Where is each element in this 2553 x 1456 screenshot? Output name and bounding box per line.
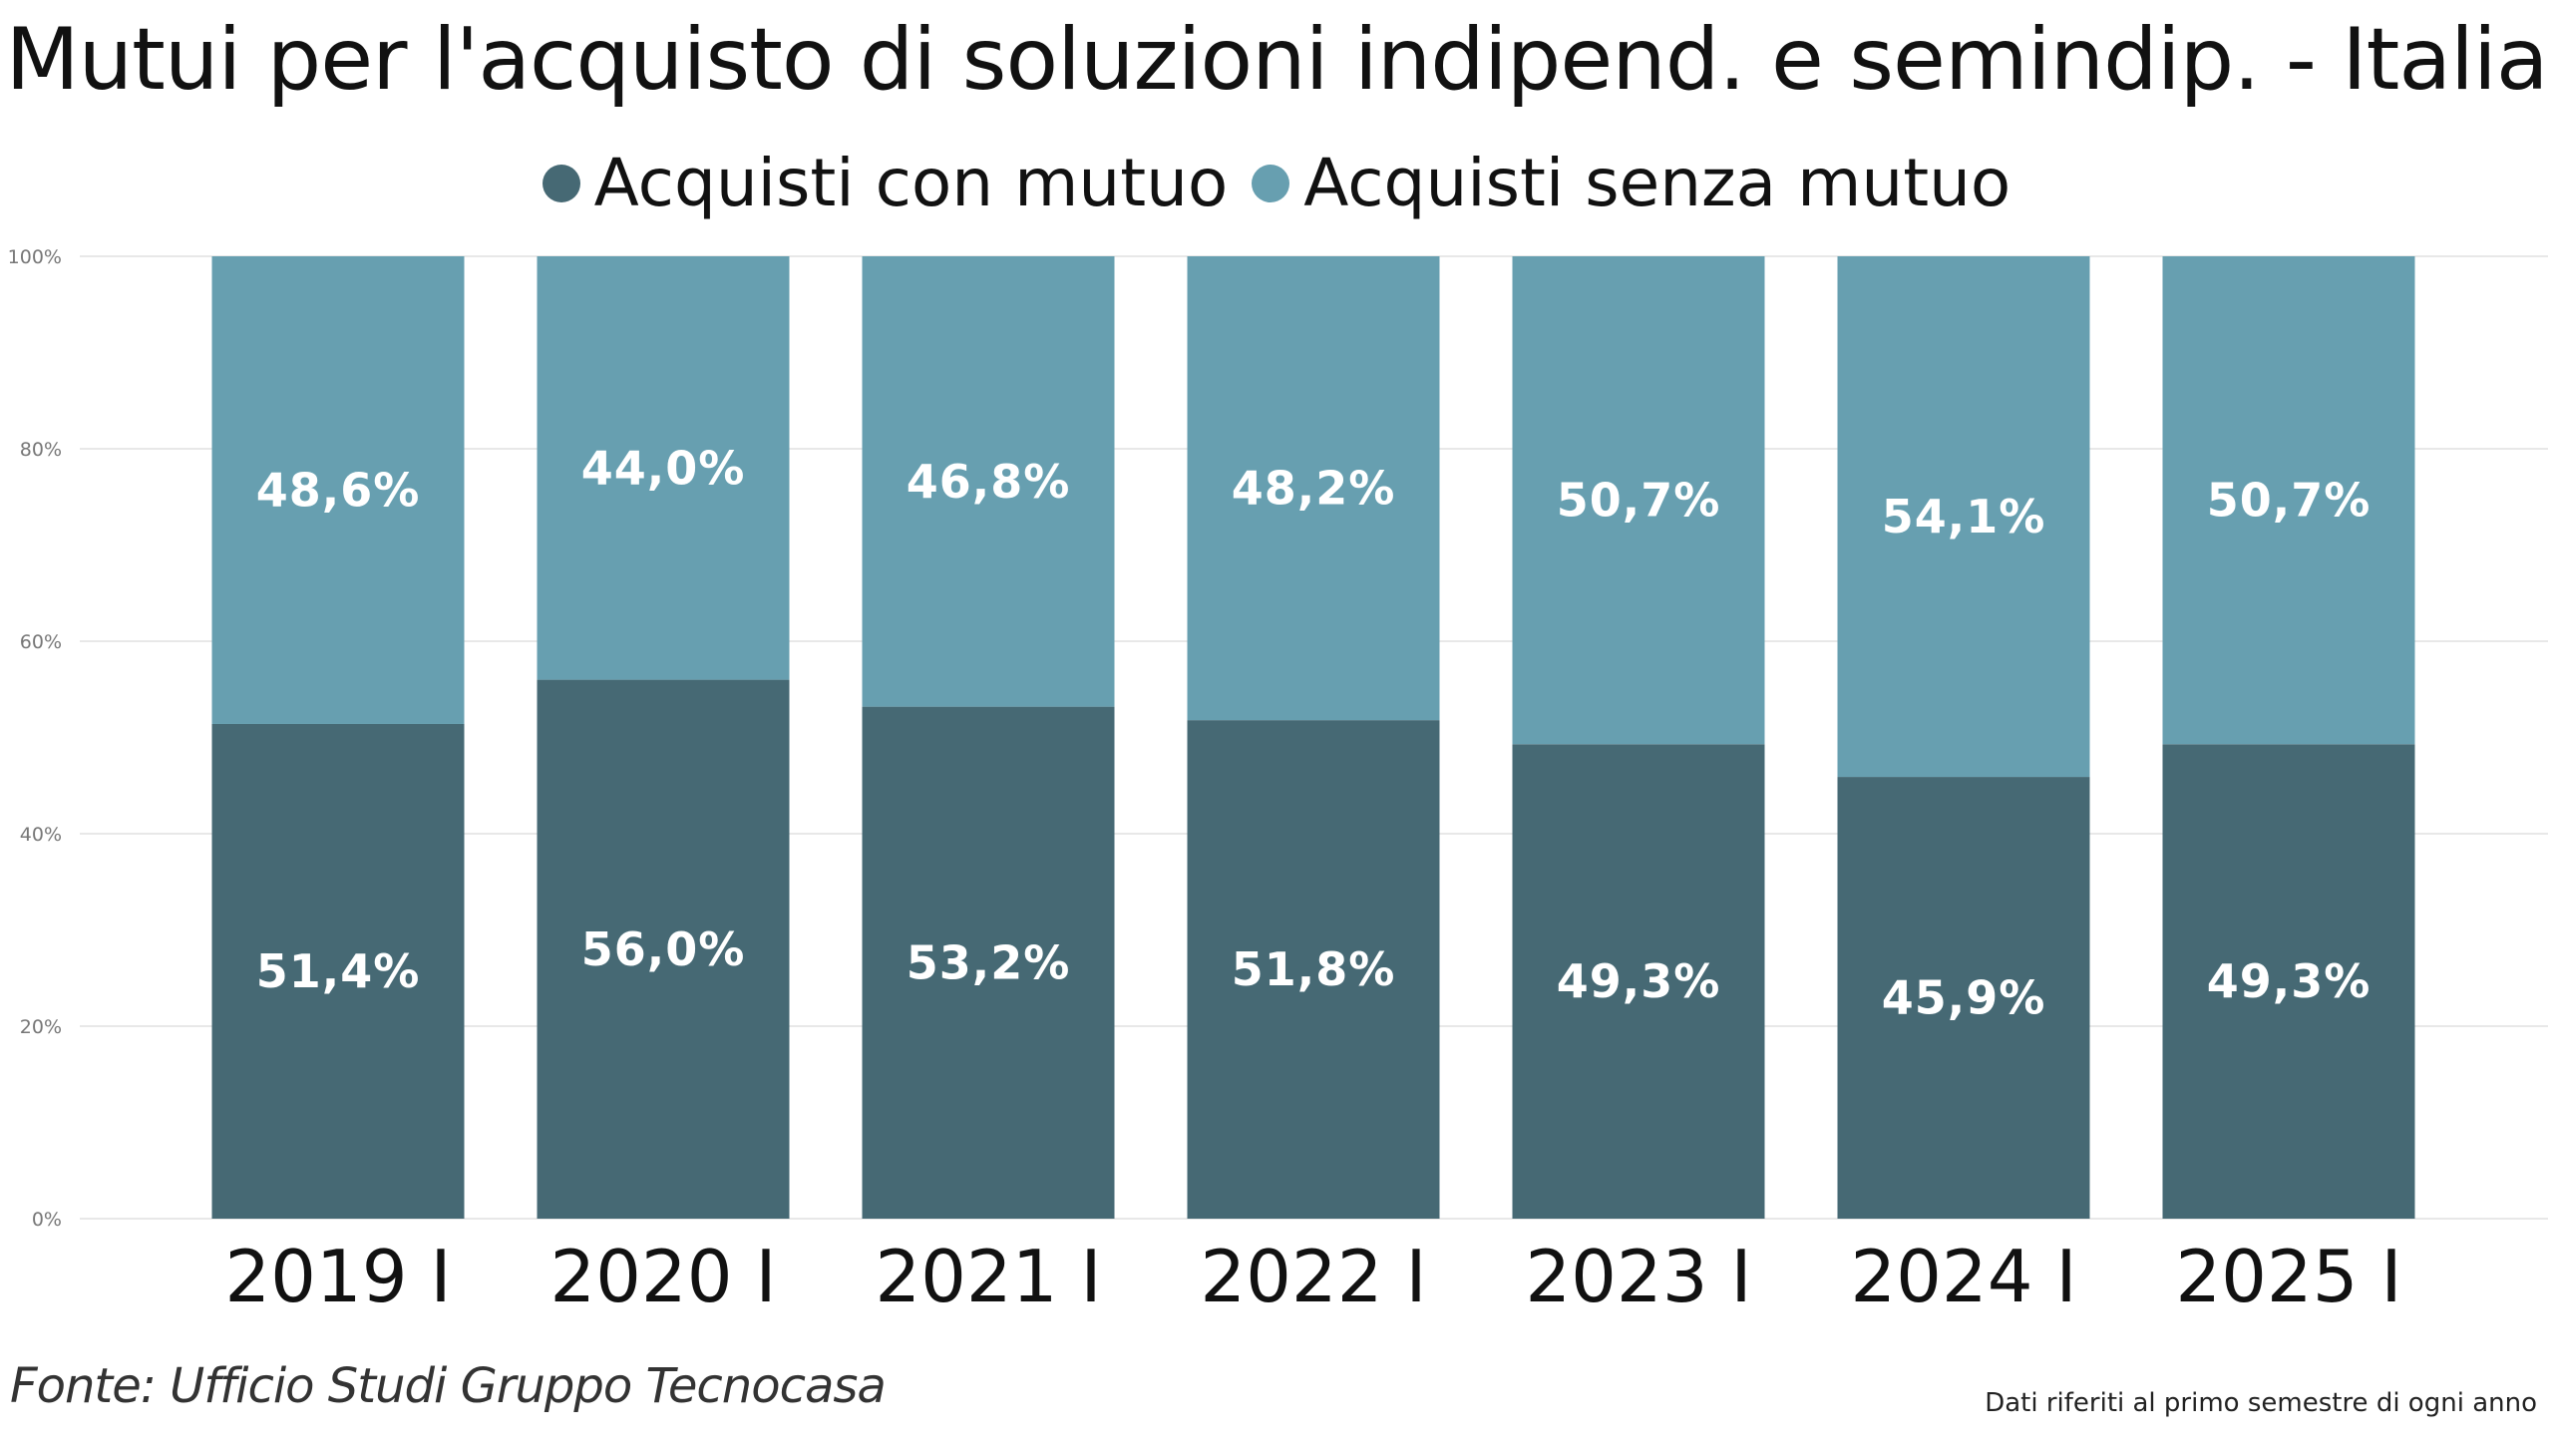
- source-note: Fonte: Ufficio Studi Gruppo Tecnocasa: [10, 1358, 887, 1414]
- data-label: 51,4%: [256, 944, 421, 998]
- bar-segment-senza-mutuo: [1187, 256, 1440, 721]
- legend: Acquisti con mutuo Acquisti senza mutuo: [0, 145, 2553, 221]
- y-tick-label: 100%: [8, 246, 62, 268]
- bar-segment-con-mutuo: [1837, 777, 2090, 1219]
- data-label: 49,3%: [1557, 954, 1721, 1008]
- bar-segment-con-mutuo: [211, 723, 465, 1219]
- data-label: 50,7%: [1557, 474, 1721, 528]
- data-label: 51,8%: [1232, 942, 1396, 996]
- y-tick-label: 60%: [20, 631, 62, 653]
- bar-segment-senza-mutuo: [211, 256, 465, 724]
- data-label: 53,2%: [907, 935, 1071, 989]
- data-label: 50,7%: [2207, 474, 2371, 528]
- data-label: 56,0%: [581, 922, 746, 976]
- bar-segment-con-mutuo: [537, 679, 790, 1219]
- data-label: 49,3%: [2207, 954, 2371, 1008]
- bar-segment-con-mutuo: [2162, 744, 2415, 1219]
- bar-segment-con-mutuo: [1187, 720, 1440, 1219]
- bar-segment-senza-mutuo: [537, 256, 790, 680]
- bar-segment-senza-mutuo: [862, 256, 1115, 707]
- legend-label: Acquisti con mutuo: [593, 145, 1229, 221]
- legend-item-con-mutuo[interactable]: Acquisti con mutuo: [542, 145, 1229, 221]
- x-tick-label: 2022 I: [1200, 1235, 1426, 1318]
- data-label: 48,6%: [256, 463, 421, 517]
- y-tick-label: 40%: [20, 824, 62, 846]
- legend-marker-icon: [542, 164, 580, 202]
- bar-segment-senza-mutuo: [2162, 256, 2415, 745]
- y-tick-label: 80%: [20, 439, 62, 461]
- data-label: 46,8%: [907, 455, 1071, 509]
- footnote: Dati riferiti al primo semestre di ogni …: [1985, 1388, 2537, 1418]
- legend-label: Acquisti senza mutuo: [1303, 145, 2011, 221]
- bar-segment-senza-mutuo: [1512, 256, 1765, 745]
- y-tick-label: 20%: [20, 1016, 62, 1038]
- legend-item-senza-mutuo[interactable]: Acquisti senza mutuo: [1252, 145, 2010, 221]
- x-tick-label: 2024 I: [1850, 1235, 2076, 1318]
- y-tick-label: 0%: [32, 1209, 62, 1231]
- bar-segment-con-mutuo: [862, 706, 1115, 1219]
- x-tick-label: 2020 I: [549, 1235, 776, 1318]
- data-label: 45,9%: [1882, 971, 2046, 1025]
- data-label: 54,1%: [1882, 490, 2046, 544]
- chart-title: Mutui per l'acquisto di soluzioni indipe…: [5, 10, 2548, 110]
- data-label: 44,0%: [581, 441, 746, 495]
- x-tick-label: 2025 I: [2175, 1235, 2401, 1318]
- x-tick-label: 2023 I: [1525, 1235, 1751, 1318]
- bar-segment-senza-mutuo: [1837, 256, 2090, 778]
- bar-segment-con-mutuo: [1512, 744, 1765, 1219]
- data-label: 48,2%: [1232, 462, 1396, 516]
- x-tick-label: 2019 I: [224, 1235, 451, 1318]
- x-tick-label: 2021 I: [875, 1235, 1101, 1318]
- legend-marker-icon: [1252, 164, 1290, 202]
